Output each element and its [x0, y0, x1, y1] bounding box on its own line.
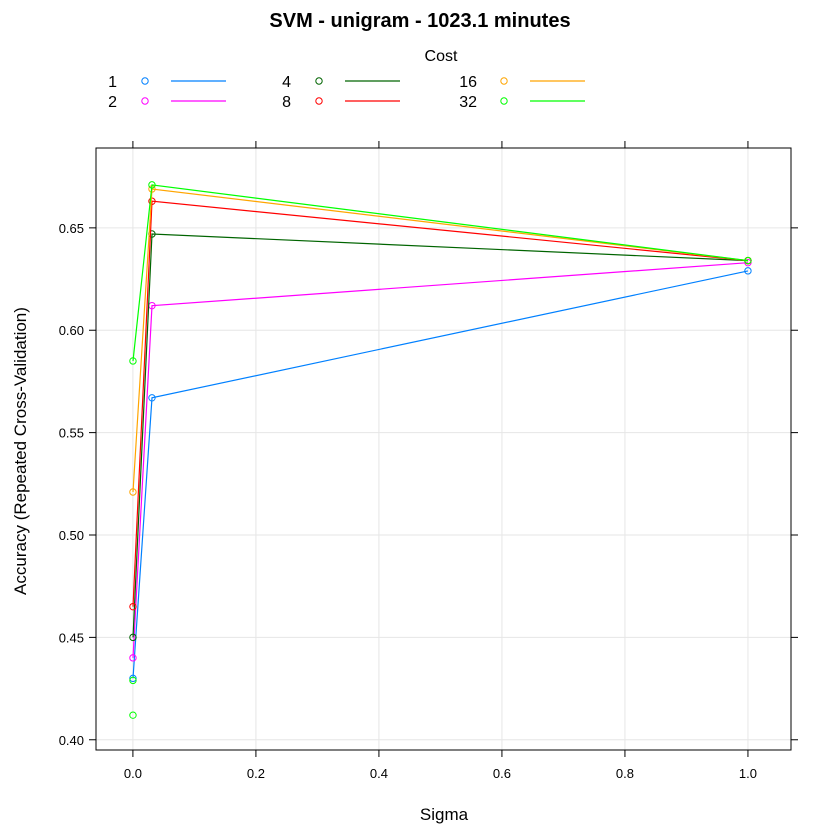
axes: 0.0 0.2 0.4 0.6 0.8 1.0 0.40 0.45 0.50 0.55 0.60 0.…	[59, 141, 798, 781]
legend-item-cost-16: 16	[459, 74, 585, 91]
legend-label: 4	[282, 74, 291, 91]
plot-frame	[95, 147, 792, 751]
series-cost-8	[129, 197, 752, 611]
legend-point-swatch	[500, 77, 508, 85]
y-tick-label: 0.60	[59, 323, 84, 338]
series-line	[132, 262, 748, 658]
series-cost-2	[129, 258, 752, 662]
y-axis-label: Accuracy (Repeated Cross-Validation)	[11, 307, 30, 595]
data-point	[129, 676, 137, 685]
data-point	[744, 256, 752, 265]
legend-label: 1	[108, 74, 117, 91]
legend-label: 16	[459, 74, 477, 91]
chart-title: SVM - unigram - 1023.1 minutes	[269, 10, 570, 32]
y-tick-label: 0.65	[59, 221, 84, 236]
legend-label: 2	[108, 94, 117, 111]
legend-point-swatch	[500, 97, 508, 105]
x-tick-label: 0.4	[370, 766, 388, 781]
legend-point-swatch	[141, 77, 149, 85]
legend-item-cost-1: 1	[108, 74, 226, 91]
series-cost-1	[129, 267, 752, 683]
series-line	[132, 270, 749, 679]
y-tick-label: 0.50	[59, 528, 84, 543]
data-point	[129, 711, 137, 719]
data-point	[148, 181, 156, 189]
series-cost-4	[129, 230, 752, 642]
series-cost-32	[129, 181, 752, 365]
legend-item-cost-4: 4	[282, 74, 400, 91]
data-point	[129, 674, 137, 683]
legend-point-swatch	[315, 97, 323, 105]
data-point	[129, 488, 137, 496]
data-point	[129, 602, 137, 611]
x-axis-label: Sigma	[420, 805, 469, 824]
series-line	[132, 233, 748, 638]
legend-item-cost-2: 2	[108, 94, 226, 111]
x-tick-label: 0.2	[247, 766, 265, 781]
grid	[96, 148, 791, 750]
series-cost-16	[129, 185, 752, 496]
data-point	[148, 394, 156, 402]
series-line	[132, 188, 748, 493]
y-tick-label: 0.55	[59, 426, 84, 441]
x-tick-label: 1.0	[739, 766, 757, 781]
data-point	[129, 633, 137, 642]
y-tick-label: 0.45	[59, 630, 84, 645]
data-point	[744, 258, 752, 267]
legend-label: 8	[282, 94, 291, 111]
data-point	[129, 357, 137, 365]
legend-label: 32	[459, 94, 477, 111]
data-point	[129, 654, 137, 662]
data-point	[744, 267, 752, 275]
series-line	[132, 184, 748, 362]
legend: 1 2 4 8 16 32	[108, 74, 585, 111]
legend-item-cost-8: 8	[282, 94, 400, 111]
series-line	[132, 200, 748, 607]
x-tick-label: 0.0	[124, 766, 142, 781]
legend-item-cost-32: 32	[459, 94, 585, 111]
legend-point-swatch	[315, 77, 323, 85]
legend-title: Cost	[425, 48, 458, 65]
x-tick-label: 0.8	[616, 766, 634, 781]
y-tick-label: 0.40	[59, 733, 84, 748]
x-tick-label: 0.6	[493, 766, 511, 781]
series-layer	[129, 181, 752, 719]
legend-point-swatch	[141, 97, 149, 105]
